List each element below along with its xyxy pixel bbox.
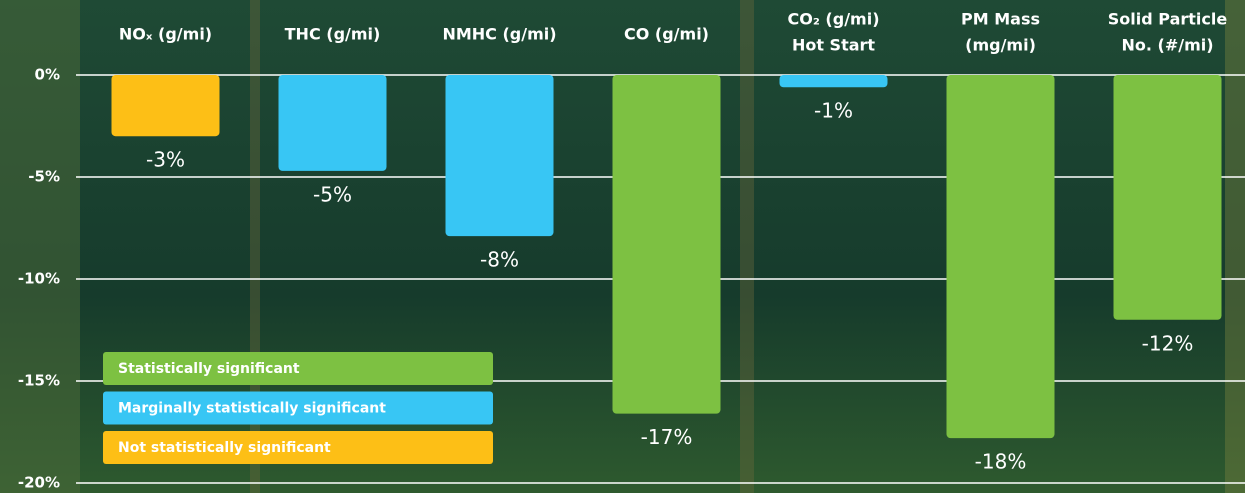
y-tick-label: -5% bbox=[28, 168, 60, 186]
value-label: -8% bbox=[480, 248, 519, 272]
background-tree bbox=[1225, 0, 1245, 493]
bar bbox=[612, 75, 721, 414]
x-tick-label: NOₓ (g/mi) bbox=[119, 25, 212, 44]
x-tick-label: CO (g/mi) bbox=[624, 25, 709, 44]
background-tree bbox=[0, 0, 80, 493]
bar bbox=[111, 75, 220, 137]
legend-label: Marginally statistically significant bbox=[118, 401, 386, 417]
value-label: -18% bbox=[975, 450, 1027, 474]
x-tick-label: CO₂ (g/mi) bbox=[788, 10, 880, 29]
bar bbox=[1113, 75, 1222, 320]
y-tick-label: -10% bbox=[18, 270, 60, 288]
value-label: -5% bbox=[313, 182, 352, 206]
x-tick-label: Solid Particle bbox=[1108, 10, 1228, 29]
y-tick-label: -20% bbox=[18, 474, 60, 492]
legend-swatch bbox=[103, 391, 493, 425]
bar bbox=[946, 75, 1055, 439]
bar bbox=[278, 75, 387, 171]
x-tick-label: Hot Start bbox=[792, 36, 875, 55]
bar bbox=[779, 75, 888, 88]
legend-swatch bbox=[103, 431, 493, 464]
y-tick-label: 0% bbox=[35, 66, 60, 84]
legend-label: Statistically significant bbox=[118, 361, 300, 377]
value-label: -3% bbox=[146, 148, 185, 172]
x-tick-label: (mg/mi) bbox=[965, 36, 1036, 55]
value-label: -1% bbox=[814, 99, 853, 123]
y-tick-label: -15% bbox=[18, 372, 60, 390]
x-tick-label: No. (#/mi) bbox=[1121, 36, 1213, 55]
value-label: -17% bbox=[641, 425, 693, 449]
x-tick-label: PM Mass bbox=[961, 10, 1040, 29]
bar bbox=[445, 75, 554, 237]
legend-swatch bbox=[103, 352, 493, 385]
background-tree bbox=[250, 0, 260, 493]
value-label: -12% bbox=[1142, 331, 1194, 355]
x-tick-label: NMHC (g/mi) bbox=[442, 25, 556, 44]
legend-label: Not statistically significant bbox=[118, 440, 331, 456]
x-tick-label: THC (g/mi) bbox=[285, 25, 381, 44]
background-tree bbox=[740, 0, 754, 493]
